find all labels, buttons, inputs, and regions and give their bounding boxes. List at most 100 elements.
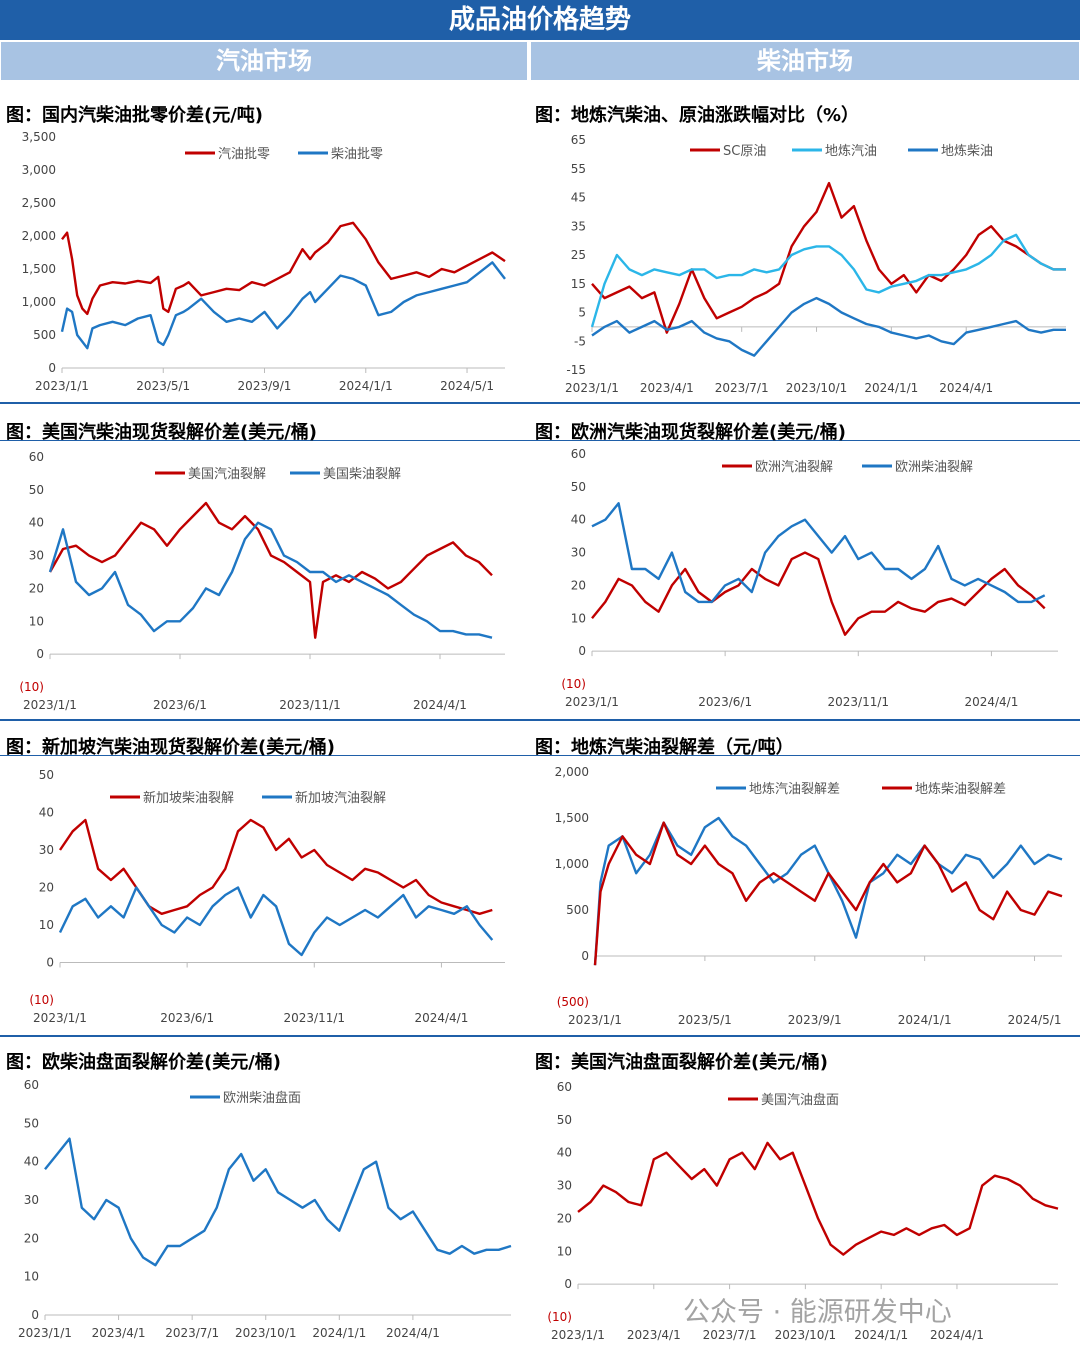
y-tick-label: 0	[581, 949, 589, 963]
y-tick-label: 50	[39, 768, 54, 782]
legend-label: 欧洲柴油裂解	[895, 460, 973, 475]
section-diesel-header: 柴油市场	[531, 42, 1079, 80]
legend-label: 欧洲汽油裂解	[755, 460, 833, 475]
chart-eu-spot-crack: (10) 0 10 20 30 40 50 60 2023/1/1 2023/6/1 2023/11…	[561, 447, 1058, 709]
row-divider	[0, 440, 1080, 441]
x-tick-label: 2024/4/1	[414, 1011, 468, 1025]
y-tick-label: 40	[24, 1155, 39, 1169]
x-tick-label: 2023/10/1	[786, 381, 848, 395]
row-divider	[0, 719, 1080, 721]
y-tick-label: 30	[29, 549, 44, 563]
page-banner: 成品油价格趋势	[0, 0, 1080, 40]
x-tick-label: 2023/9/1	[238, 379, 292, 393]
x-tick-label: 2023/1/1	[18, 1326, 72, 1340]
legend-label: 欧洲柴油盘面	[223, 1090, 301, 1106]
chart-title: 图：欧柴油盘面裂解价差(美元/桶)	[6, 1052, 282, 1073]
x-tick-label: 2024/4/1	[964, 695, 1018, 709]
chart-domestic-wholesale-retail-spread: 0 500 1,000 1,500 2,000 2,500 3,000 3,500 2023/1…	[22, 130, 506, 393]
y-tick-label: 10	[571, 611, 586, 625]
series-line-0	[577, 1141, 1059, 1256]
chart-us-gasoline-futures-crack: (10) 0 10 20 30 40 50 60 2023/1/1 2023/4/1 2023/7/…	[547, 1080, 1059, 1342]
x-tick-label: 2023/4/1	[627, 1328, 681, 1342]
y-tick-label: 500	[566, 903, 589, 917]
series-line-1	[58, 886, 494, 957]
series-line-1	[590, 233, 1066, 328]
y-tick-label: -5	[574, 334, 586, 348]
legend-label: 地炼汽油	[825, 144, 877, 159]
x-tick-label: 2023/7/1	[703, 1328, 757, 1342]
chart-local-refinery-vs-crude: -15 -5 5 15 25 35 45 55 65 2023/1/1 2023/4/1 2023/7…	[565, 133, 1066, 395]
y-tick-label: 30	[24, 1193, 39, 1207]
y-tick-label: 60	[557, 1080, 572, 1094]
y-tick-label: 40	[571, 513, 586, 527]
y-tick-label: 30	[39, 843, 54, 857]
chart-title: 图：欧洲汽柴油现货裂解价差(美元/桶)	[535, 422, 847, 443]
y-tick-label: 50	[557, 1113, 572, 1127]
y-tick-label: 0	[31, 1308, 39, 1322]
y-tick-label: 0	[36, 647, 44, 661]
section-gasoline-header: 汽油市场	[1, 42, 527, 80]
x-tick-label: 2023/6/1	[160, 1011, 214, 1025]
y-tick-label: 10	[24, 1270, 39, 1284]
legend-label: 美国柴油裂解	[323, 467, 401, 482]
x-tick-label: 2023/9/1	[788, 1013, 842, 1027]
chart-title: 图：地炼汽柴油裂解差（元/吨）	[535, 737, 794, 758]
y-tick-label: 10	[39, 918, 54, 932]
legend-label: 美国汽油盘面	[761, 1092, 839, 1108]
series-line-0	[59, 818, 493, 916]
y-tick-label: 10	[29, 614, 44, 628]
legend-label: 新加坡汽油裂解	[295, 790, 386, 806]
y-tick-label: 50	[571, 480, 586, 494]
x-tick-label: 2023/7/1	[165, 1326, 219, 1340]
x-tick-label: 2024/5/1	[1008, 1013, 1062, 1027]
y-tick-label: 40	[29, 516, 44, 530]
y-tick-label: 2,000	[555, 765, 589, 779]
y-tick-label: 1,000	[555, 857, 589, 871]
x-tick-label: 2023/6/1	[698, 695, 752, 709]
legend-label: 新加坡柴油裂解	[143, 790, 234, 806]
x-tick-label: 2023/11/1	[284, 1011, 346, 1025]
x-tick-label: 2023/1/1	[23, 698, 77, 712]
series-line-0	[61, 221, 506, 316]
legend-label: 美国汽油裂解	[188, 467, 266, 482]
series-line-1	[591, 502, 1046, 604]
y-tick-label: 3,500	[22, 130, 56, 144]
x-tick-label: 2023/4/1	[92, 1326, 146, 1340]
y-tick-label: -15	[566, 363, 586, 377]
x-tick-label: 2023/1/1	[565, 695, 619, 709]
y-tick-label: 0	[46, 956, 54, 970]
x-tick-label: 2023/1/1	[551, 1328, 605, 1342]
legend-label: 地炼柴油	[941, 144, 993, 159]
x-tick-label: 2024/4/1	[386, 1326, 440, 1340]
x-tick-label: 2023/5/1	[678, 1013, 732, 1027]
y-tick-label: 2,500	[22, 196, 56, 210]
y-tick-label: (10)	[29, 993, 54, 1007]
y-tick-label: 20	[24, 1231, 39, 1245]
y-tick-label: 50	[29, 483, 44, 497]
series-line-0	[44, 1137, 512, 1267]
legend-label: 地炼柴油裂解差	[915, 782, 1006, 797]
x-tick-label: 2023/7/1	[715, 381, 769, 395]
y-tick-label: 60	[571, 447, 586, 461]
x-tick-label: 2024/4/1	[939, 381, 993, 395]
chart-title: 图：地炼汽柴油、原油涨跌幅对比（%）	[535, 105, 860, 126]
y-tick-label: 25	[571, 248, 586, 262]
x-tick-label: 2023/11/1	[279, 698, 341, 712]
x-tick-label: 2023/10/1	[775, 1328, 837, 1342]
y-tick-label: 1,500	[22, 262, 56, 276]
y-tick-label: 0	[48, 361, 56, 375]
y-tick-label: (10)	[19, 680, 44, 694]
chart-singapore-spot-crack: (10) 0 10 20 30 40 50 2023/1/1 2023/6/1 2023/11/1…	[29, 768, 505, 1025]
chart-title: 图：美国汽油盘面裂解价差(美元/桶)	[535, 1052, 829, 1073]
y-tick-label: 40	[39, 806, 54, 820]
legend-label: 地炼汽油裂解差	[749, 782, 840, 797]
x-tick-label: 2023/11/1	[828, 695, 890, 709]
x-tick-label: 2024/5/1	[440, 379, 494, 393]
series-line-0	[591, 551, 1046, 636]
y-tick-label: 50	[24, 1116, 39, 1130]
y-tick-label: 20	[557, 1211, 572, 1225]
y-tick-label: 30	[557, 1179, 572, 1193]
legend-label: SC原油	[723, 144, 766, 159]
y-tick-label: 30	[571, 546, 586, 560]
watermark: 公众号 · 能源研发中心	[683, 1297, 952, 1328]
